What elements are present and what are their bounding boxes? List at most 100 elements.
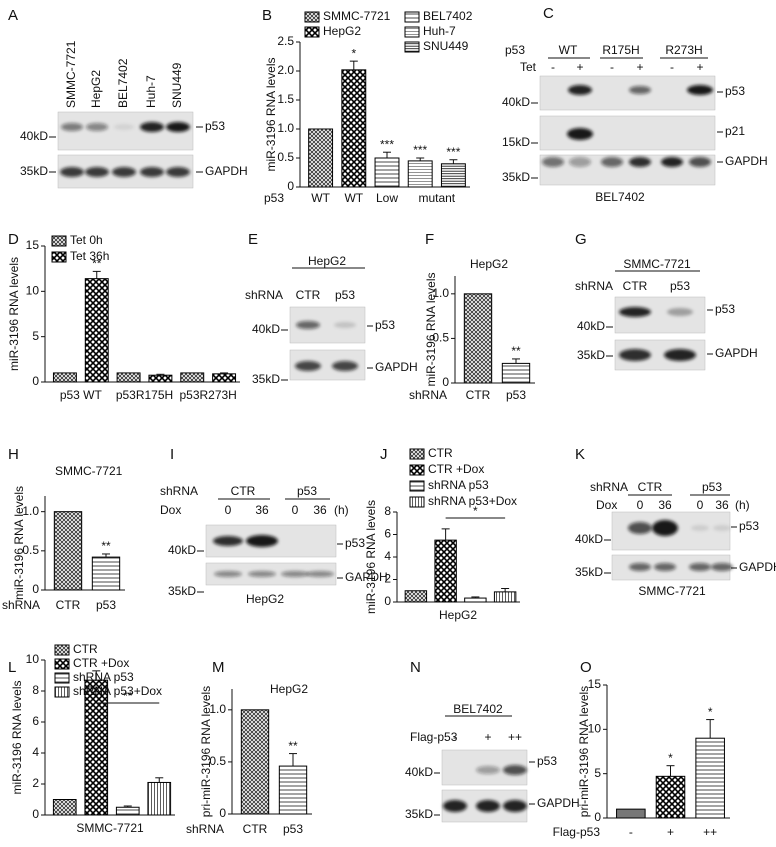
legend-swatch bbox=[404, 41, 420, 53]
subtitle: SMMC-7721 bbox=[55, 464, 123, 478]
blot-label: shRNA bbox=[575, 279, 613, 293]
y-tick-label: 10 bbox=[588, 722, 602, 736]
blot-label: p53 bbox=[739, 519, 759, 533]
blot-band bbox=[689, 157, 711, 167]
blot-label: SNU449 bbox=[170, 62, 184, 108]
y-axis-label: miR-3196 RNA levels bbox=[12, 486, 26, 600]
blot-band bbox=[86, 123, 108, 131]
bar bbox=[147, 781, 172, 816]
y-tick-label: 4 bbox=[384, 549, 391, 563]
y-tick-label: 6 bbox=[384, 527, 391, 541]
bar bbox=[440, 163, 466, 188]
bar bbox=[115, 806, 140, 816]
blot-label: shRNA bbox=[590, 480, 628, 494]
y-tick-label: 0 bbox=[384, 594, 391, 608]
x-axis-label: shRNA bbox=[186, 822, 224, 836]
blot-band bbox=[652, 520, 678, 536]
legend-label: BEL7402 bbox=[423, 9, 473, 23]
x-tick-label: p53 bbox=[506, 388, 526, 402]
error-bar bbox=[156, 373, 165, 376]
blot-band bbox=[246, 535, 278, 547]
blot-label: HepG2 bbox=[246, 592, 284, 606]
y-tick-label: 0 bbox=[219, 806, 226, 820]
legend-swatch bbox=[54, 672, 70, 684]
blot-label: Huh-7 bbox=[144, 75, 158, 108]
panel-letter: N bbox=[410, 659, 421, 676]
y-axis-label: pri-miR-3196 RNA levels bbox=[199, 686, 213, 817]
bar bbox=[501, 362, 531, 384]
y-tick-label: 1.0 bbox=[22, 504, 39, 518]
blot-band bbox=[568, 85, 592, 95]
blot-label: + bbox=[576, 60, 583, 74]
x-axis-label: shRNA bbox=[409, 388, 447, 402]
error-bar bbox=[123, 805, 132, 808]
blot-label: CTR bbox=[638, 480, 663, 494]
blot-label: Tet bbox=[520, 60, 537, 74]
blot-band bbox=[85, 167, 109, 177]
panel-letter: E bbox=[248, 231, 258, 248]
blot-label: R273H bbox=[665, 43, 702, 57]
x-tick-label: CTR bbox=[56, 598, 81, 612]
bar bbox=[148, 374, 173, 383]
blot-label: BEL7402 bbox=[595, 190, 645, 204]
y-tick-label: 0 bbox=[442, 375, 449, 389]
y-tick-label: 8 bbox=[384, 504, 391, 518]
x-tick-label: p53 WT bbox=[60, 388, 103, 402]
blot-label: p53 bbox=[345, 536, 365, 550]
legend-label: CTR bbox=[73, 642, 98, 656]
bar bbox=[53, 511, 83, 591]
bar bbox=[464, 597, 487, 603]
bar bbox=[341, 69, 367, 188]
blot-band bbox=[619, 349, 651, 361]
blot-band bbox=[711, 563, 733, 571]
legend-swatch bbox=[54, 644, 70, 656]
blot-band bbox=[629, 157, 651, 167]
bar bbox=[91, 556, 121, 591]
bar bbox=[404, 590, 428, 603]
blot-label: GAPDH bbox=[739, 560, 776, 574]
legend-label: shRNA p53+Dox bbox=[73, 684, 162, 698]
blot-label: GAPDH bbox=[375, 360, 418, 374]
error-bar bbox=[471, 596, 480, 599]
x-tick-label: p53 bbox=[283, 822, 303, 836]
blot-band bbox=[691, 525, 709, 531]
y-axis-label: miR-3196 RNA levels bbox=[10, 680, 24, 794]
legend-swatch bbox=[409, 496, 425, 508]
panel-letter: I bbox=[170, 446, 174, 463]
panel-letter: J bbox=[380, 446, 388, 463]
blot-label: - bbox=[453, 730, 457, 744]
legend-swatch bbox=[51, 251, 67, 263]
y-tick-label: 2.5 bbox=[277, 34, 294, 48]
blot-label: 40kD bbox=[168, 543, 196, 557]
legend-label: shRNA p53+Dox bbox=[428, 494, 517, 508]
error-bar bbox=[706, 719, 715, 739]
blot-label: SMMC-7721 bbox=[623, 257, 691, 271]
blot-label: 40kD bbox=[577, 319, 605, 333]
bar bbox=[407, 160, 433, 188]
blot-label: 0 bbox=[225, 503, 232, 517]
blot-label: p53 bbox=[537, 754, 557, 768]
panel-letter: A bbox=[8, 7, 18, 24]
x-axis-label: SMMC-7721 bbox=[76, 821, 144, 835]
legend-swatch bbox=[409, 464, 425, 476]
blot-band bbox=[567, 128, 593, 140]
bar bbox=[434, 539, 457, 603]
blot-label: R175H bbox=[602, 43, 639, 57]
legend-label: Tet 0h bbox=[70, 233, 103, 247]
blot-label: BEL7402 bbox=[116, 58, 130, 108]
legend-swatch bbox=[51, 235, 67, 247]
y-tick-label: 0.5 bbox=[209, 754, 226, 768]
blot-membrane bbox=[539, 154, 716, 186]
legend-swatch bbox=[304, 26, 320, 38]
blot-label: 40kD bbox=[502, 95, 530, 109]
blot-label: 0 bbox=[697, 498, 704, 512]
y-tick-label: 10 bbox=[26, 284, 40, 298]
legend-label: CTR bbox=[428, 446, 453, 460]
error-bar bbox=[441, 528, 450, 541]
blot-label: SMMC-7721 bbox=[64, 40, 78, 108]
legend-label: Huh-7 bbox=[423, 24, 456, 38]
y-tick-label: 8 bbox=[32, 683, 39, 697]
blot-label: (h) bbox=[735, 498, 750, 512]
